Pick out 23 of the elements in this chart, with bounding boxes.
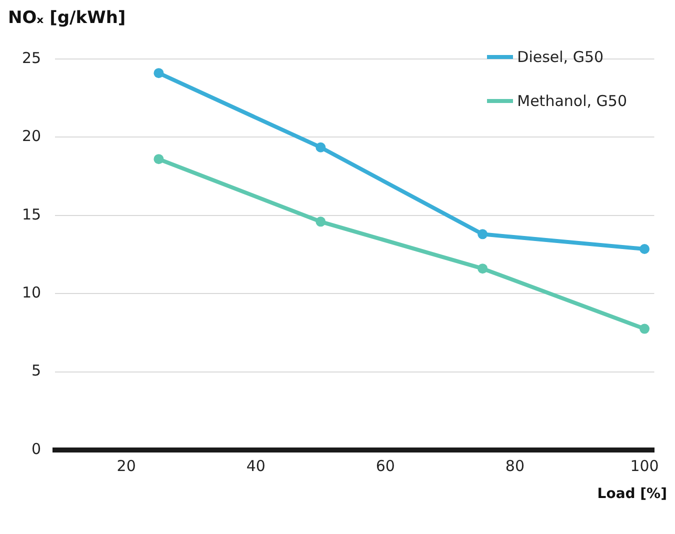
y-tick-label: 15 <box>22 205 42 224</box>
point <box>478 264 488 274</box>
x-axis-title: Load [%] <box>596 486 667 502</box>
x-tick-label: 20 <box>116 456 136 475</box>
point <box>640 244 650 254</box>
point <box>478 229 488 240</box>
point <box>154 68 164 78</box>
point <box>316 142 326 152</box>
y-tick-label: 10 <box>22 283 42 302</box>
x-tick-label: 60 <box>376 456 395 475</box>
y-axis-title: NOₓ [g/kWh] <box>8 8 127 30</box>
y-tick-label: 20 <box>22 127 42 146</box>
point <box>640 324 650 334</box>
point <box>154 154 164 164</box>
legend-label: Methanol, G50 <box>517 92 627 110</box>
x-tick-label: 80 <box>505 456 525 475</box>
y-tick-label: 25 <box>22 48 42 67</box>
y-tick-label: 0 <box>32 440 42 458</box>
legend-label: Diesel, G50 <box>517 48 604 66</box>
x-tick-label: 40 <box>246 456 266 475</box>
y-tick-label: 5 <box>32 362 42 380</box>
x-tick-label: 100 <box>630 456 659 475</box>
point <box>316 216 326 227</box>
